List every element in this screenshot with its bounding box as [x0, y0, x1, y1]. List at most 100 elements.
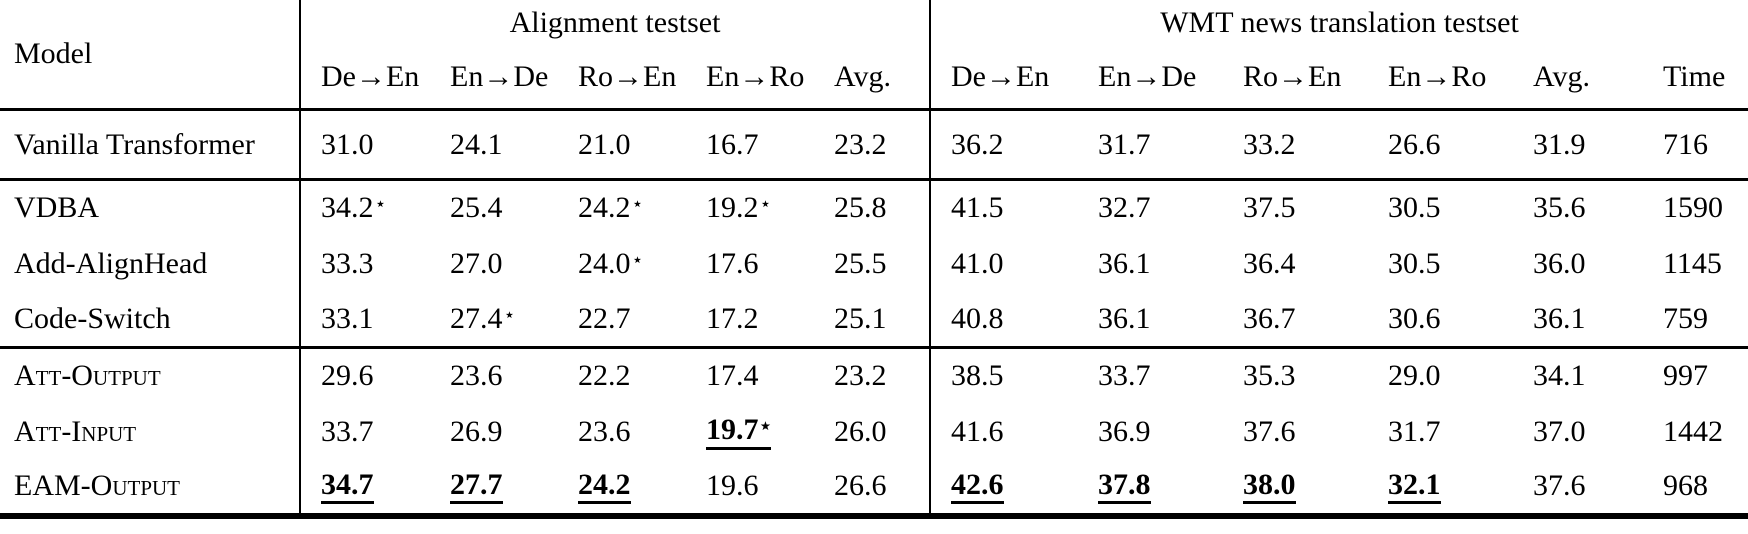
score-value: 36.9: [1098, 414, 1151, 448]
score-cell: 716: [1643, 109, 1748, 181]
significance-star: ⋆: [374, 194, 387, 216]
score-value: 36.1: [1098, 301, 1151, 335]
score-value: 25.8: [834, 191, 887, 225]
score-cell: 41.5: [929, 179, 1078, 236]
score-cell: 759: [1643, 291, 1748, 349]
score-value: 1145: [1663, 246, 1722, 280]
best-score-value: 38.0: [1243, 468, 1296, 505]
score-cell: 35.6: [1513, 180, 1643, 236]
score-cell: 1442: [1643, 404, 1748, 460]
score-value: 23.6: [578, 414, 631, 448]
best-score-value: 37.8: [1098, 468, 1151, 505]
score-value: 31.9: [1533, 127, 1586, 161]
score-value: 29.6: [321, 359, 374, 393]
score-value: 26.0: [834, 414, 887, 448]
score-cell: 27.4⋆: [430, 291, 558, 349]
model-name: Code-Switch: [0, 291, 300, 349]
score-value: 16.7: [706, 127, 759, 161]
score-value: 30.6: [1388, 301, 1441, 335]
score-value: 24.2⋆: [578, 191, 644, 225]
score-value: 30.5: [1388, 191, 1441, 225]
score-cell: 17.4: [686, 348, 814, 404]
table-row: EAM-Output 34.7 27.7 24.2 19.6 26.6 42.6 37.8 38…: [0, 459, 1748, 516]
score-cell: 17.2: [686, 291, 814, 349]
score-cell: 33.2: [1223, 109, 1368, 181]
score-cell: 23.6: [558, 404, 686, 460]
score-value: 33.7: [1098, 359, 1151, 393]
score-value: 19.6: [706, 469, 759, 502]
column-header-wmt-deen: De→En: [929, 46, 1078, 111]
score-value: 26.6: [834, 469, 887, 502]
score-cell: 1145: [1643, 236, 1748, 292]
score-cell: 23.6: [430, 348, 558, 404]
score-value: 26.9: [450, 414, 503, 448]
score-cell: 25.1: [814, 291, 930, 349]
column-header-wmt-ende: En→De: [1078, 46, 1223, 111]
score-value: 31.7: [1388, 414, 1441, 448]
score-value: 32.7: [1098, 191, 1151, 225]
score-value: 36.4: [1243, 246, 1296, 280]
score-value: 36.0: [1533, 246, 1586, 280]
score-cell: 30.5: [1368, 236, 1513, 292]
model-name: Att-Output: [14, 359, 161, 393]
score-cell: 36.7: [1223, 291, 1368, 349]
score-value: 33.7: [321, 414, 374, 448]
score-cell: 968: [1643, 460, 1748, 516]
score-value: 38.5: [951, 359, 1004, 393]
results-table-body: Vanilla Transformer 31.0 24.1 21.0 16.7 23.2 3…: [0, 109, 1748, 516]
score-value: 26.6: [1388, 127, 1441, 161]
score-cell: 29.0: [1368, 348, 1513, 404]
table-row: Att-Output 29.6 23.6 22.2 17.4 23.2 38.5 33.7 35…: [0, 347, 1748, 404]
score-value: 22.2: [578, 359, 631, 393]
column-header-align-ende: En→De: [430, 46, 558, 111]
score-cell: 22.2: [558, 348, 686, 404]
score-cell: 33.7: [1078, 348, 1223, 404]
score-value: 25.1: [834, 301, 887, 335]
score-value: 22.7: [578, 301, 631, 335]
score-cell: 32.1: [1368, 460, 1513, 516]
score-cell: 24.0⋆: [558, 236, 686, 292]
column-header-align-roen: Ro→En: [558, 46, 686, 111]
score-cell: 37.6: [1223, 404, 1368, 460]
score-cell: 22.7: [558, 291, 686, 349]
score-cell: 32.7: [1078, 180, 1223, 236]
score-cell: 25.4: [430, 180, 558, 236]
score-cell: 33.7: [299, 403, 430, 460]
score-value: 25.4: [450, 191, 503, 225]
column-header-row: De→En En→De Ro→En En→Ro Avg. De→En En→De Ro→En E…: [0, 46, 1748, 111]
score-cell: 26.9: [430, 404, 558, 460]
column-header-align-enro: En→Ro: [686, 46, 814, 111]
score-cell: 36.1: [1078, 291, 1223, 349]
score-cell: 19.2⋆: [686, 180, 814, 236]
model-name: Add-AlignHead: [14, 246, 208, 280]
score-value: 23.6: [450, 359, 503, 393]
score-value: 17.4: [706, 359, 759, 393]
score-cell: 30.5: [1368, 180, 1513, 236]
score-value: 24.1: [450, 127, 503, 161]
table-row: Add-AlignHead 33.3 27.0 24.0⋆ 17.6 25.5 41.0 36…: [0, 235, 1748, 292]
score-cell: 30.6: [1368, 291, 1513, 349]
score-value: 1590: [1663, 191, 1723, 225]
score-cell: 38.0: [1223, 460, 1368, 516]
score-value: 24.0⋆: [578, 246, 644, 280]
score-value: 19.2⋆: [706, 191, 772, 225]
score-cell: 19.6: [686, 460, 814, 516]
results-table: Model Alignment testset WMT news transla…: [0, 0, 1748, 519]
score-cell: 24.2: [558, 460, 686, 516]
best-score-value: 27.7: [450, 468, 503, 505]
group-header-row: Model Alignment testset WMT news transla…: [0, 0, 1748, 111]
score-cell: 1590: [1643, 180, 1748, 236]
score-value: 31.0: [321, 127, 374, 161]
best-score-value: 34.7: [321, 468, 374, 505]
table-row: Vanilla Transformer 31.0 24.1 21.0 16.7 23.2 3…: [0, 109, 1748, 181]
best-score-value: 19.7⋆: [706, 413, 772, 450]
score-cell: 35.3: [1223, 348, 1368, 404]
score-cell: 33.3: [299, 235, 430, 292]
score-cell: 37.5: [1223, 180, 1368, 236]
model-name: Vanilla Transformer: [0, 109, 300, 181]
score-cell: 27.7: [430, 460, 558, 516]
score-cell: 25.8: [814, 180, 930, 236]
column-header-align-avg: Avg.: [814, 46, 930, 111]
score-value: 34.1: [1533, 359, 1586, 393]
score-value: 23.2: [834, 127, 887, 161]
